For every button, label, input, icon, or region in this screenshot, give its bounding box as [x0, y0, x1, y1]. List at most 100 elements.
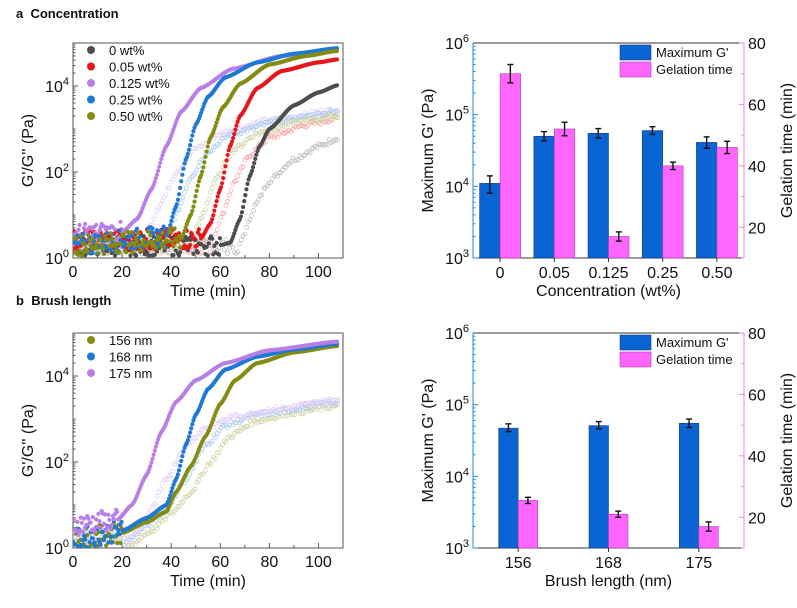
gp-point [104, 543, 109, 548]
gp-point [217, 236, 223, 241]
gpp-point [319, 401, 325, 406]
gp-point [174, 475, 179, 480]
legend-label: 168 nm [109, 350, 152, 365]
gp-point [95, 246, 100, 251]
gp-point [108, 231, 113, 236]
gp-point [233, 127, 238, 132]
gpp-point [237, 241, 243, 247]
gp-point [147, 467, 152, 472]
gpp-point [233, 178, 239, 184]
gpp-point [214, 132, 220, 138]
gp-point [221, 176, 226, 181]
gp-point [181, 166, 186, 171]
gp-point [112, 253, 118, 258]
a-bars-y2label: Gelation time (min) [779, 83, 796, 218]
gp-point [223, 164, 228, 169]
gpp-point [273, 416, 279, 422]
bar-max-g [696, 142, 718, 259]
gp-point [185, 151, 190, 156]
gp-point [241, 204, 246, 210]
gp-point [85, 249, 90, 254]
gp-point [216, 252, 221, 257]
gp-point [73, 516, 77, 522]
gpp-point [177, 207, 182, 213]
gpp-point [130, 532, 136, 537]
gp-point [168, 223, 173, 228]
gpp-point [156, 522, 162, 527]
panel-b-letter: b [16, 293, 24, 308]
gp-point [238, 214, 243, 219]
gpp-point [165, 477, 170, 482]
gp-point [231, 135, 236, 141]
gp-point [186, 434, 192, 439]
gp-point [108, 526, 113, 531]
gp-point [76, 227, 81, 232]
gpp-point [232, 147, 237, 153]
gp-point [128, 242, 133, 247]
gp-point [204, 149, 209, 154]
gp-point [229, 139, 235, 144]
legend-marker [87, 369, 95, 377]
gp-point [189, 426, 194, 431]
gp-point [175, 197, 181, 202]
gpp-point [292, 124, 297, 129]
gp-point [101, 521, 107, 526]
gpp-point [190, 145, 196, 151]
gp-point [148, 233, 153, 238]
gp-point [117, 532, 122, 537]
gp-point [225, 152, 230, 158]
gpp-point [220, 442, 225, 448]
a-bars-legend: Maximum G' Gelation time [619, 44, 733, 78]
gp-point [83, 221, 88, 226]
gp-point [154, 228, 160, 233]
gp-point [141, 238, 146, 243]
legend-label: Maximum G' [656, 45, 729, 60]
gp-point [194, 243, 199, 248]
b-rheology-ytick-label: 102 [45, 452, 69, 472]
gp-point [148, 464, 153, 469]
panel-b-title: Brush length [31, 293, 112, 308]
gp-point [169, 489, 174, 494]
gpp-point [216, 450, 222, 456]
gp-point [215, 117, 220, 122]
gp-point [153, 176, 158, 181]
gpp-point [129, 540, 134, 546]
gpp-point [251, 135, 256, 140]
gpp-point [335, 115, 340, 120]
gp-point [107, 517, 112, 522]
gp-point [190, 133, 195, 138]
gp-point [159, 156, 164, 162]
gp-point [194, 188, 199, 193]
gp-point [334, 48, 340, 53]
a-rheology-series-gp-4 [73, 48, 340, 258]
gpp-point [216, 221, 222, 227]
gp-point [253, 156, 258, 162]
gpp-point [223, 202, 229, 208]
gp-point [224, 158, 229, 163]
gp-point [75, 519, 80, 525]
legend-label: 0.05 wt% [109, 60, 163, 75]
gpp-point [300, 411, 306, 417]
gp-point [192, 236, 197, 241]
b-bars-ytick-label: 103 [445, 538, 469, 558]
gpp-point [227, 413, 232, 419]
gpp-point [173, 462, 179, 467]
bar-gelation-time [553, 128, 576, 259]
gp-point [158, 234, 163, 240]
gpp-point [196, 477, 201, 483]
gpp-point [159, 481, 165, 487]
bar-max-g [498, 427, 519, 549]
gpp-point [240, 414, 246, 420]
gpp-point [294, 117, 299, 123]
gp-point [195, 183, 200, 188]
gp-point [88, 520, 93, 525]
gp-point [168, 493, 173, 498]
gpp-point [227, 192, 232, 198]
gp-point [222, 170, 227, 175]
gp-point [203, 154, 208, 160]
gp-point [152, 448, 157, 453]
gp-point [199, 173, 204, 178]
gpp-point [206, 196, 212, 202]
gp-point [169, 230, 174, 235]
gp-point [170, 239, 175, 244]
